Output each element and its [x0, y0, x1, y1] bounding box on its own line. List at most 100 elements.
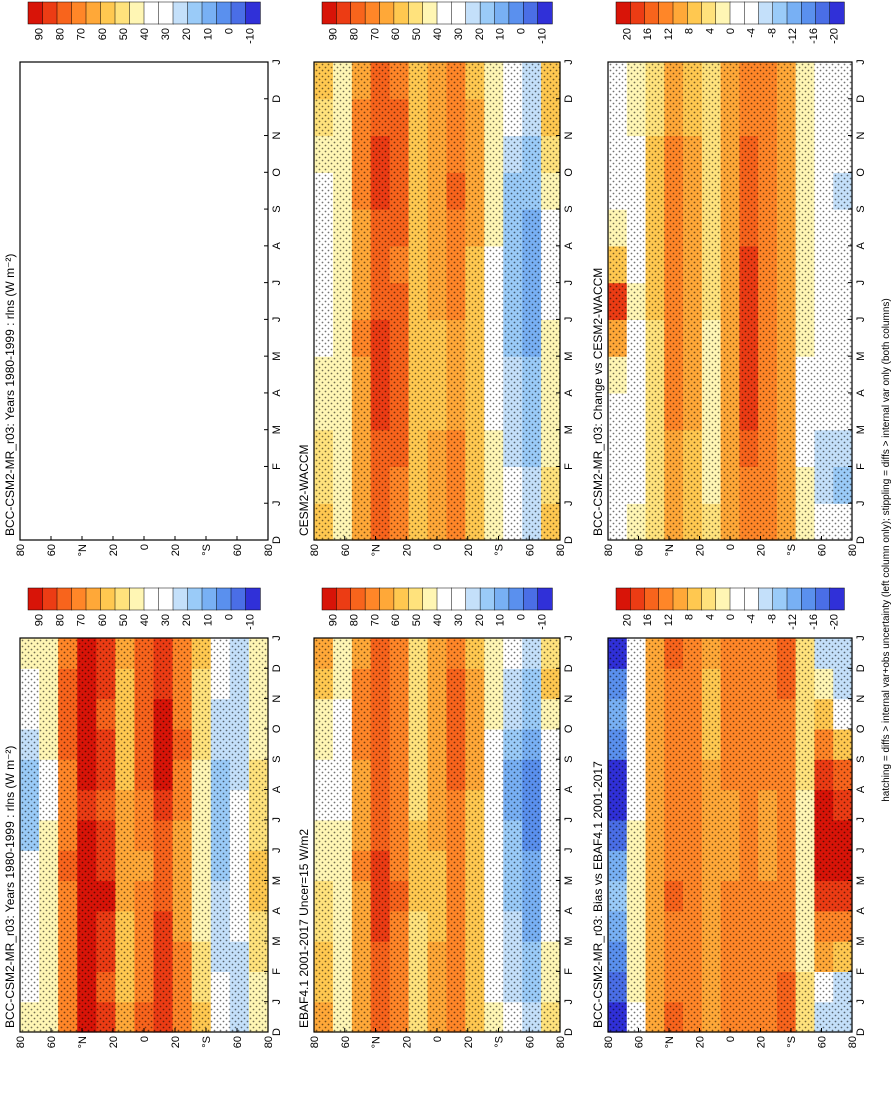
colorbar: 20 16 12 8 4 0 -4 -8 -12 -16 -20 — [615, 1, 845, 44]
colorbar-label: 0 — [223, 614, 235, 620]
colorbar-label: 20 — [474, 614, 486, 626]
colorbar-label: 16 — [642, 28, 654, 40]
month-tick-label: D — [855, 536, 867, 544]
month-tick-label: J — [563, 847, 575, 853]
lat-tick-label: 20 — [695, 544, 707, 556]
stippling-overlay — [608, 638, 852, 1032]
month-tick-label: A — [855, 785, 867, 793]
colorbar-swatch — [494, 1, 510, 25]
lat-tick-label: 80 — [15, 544, 27, 556]
colorbar-swatch — [815, 587, 831, 611]
month-tick-label: D — [563, 536, 575, 544]
colorbar-label: 60 — [390, 614, 402, 626]
month-tick-label: F — [855, 968, 867, 975]
month-tick-label: J — [271, 59, 283, 65]
month-tick-label: S — [855, 205, 867, 212]
colorbar-label: 40 — [432, 28, 444, 40]
colorbar-swatch — [744, 1, 760, 25]
lat-tick-label: 80 — [263, 1036, 275, 1048]
colorbar-swatch — [758, 1, 774, 25]
month-tick-label: F — [855, 463, 867, 470]
colorbar-swatch — [786, 587, 802, 611]
colorbar-label: 20 — [181, 28, 193, 40]
colorbar-label: 50 — [118, 28, 130, 40]
colorbar-swatch — [744, 587, 760, 611]
lat-tick-label: 20 — [463, 1036, 475, 1048]
lat-tick-label: °N — [371, 544, 383, 556]
month-tick-label: A — [271, 389, 283, 397]
lat-tick-label: 0 — [139, 544, 151, 550]
colorbar-swatch — [321, 1, 338, 25]
lat-tick-label: 60 — [46, 544, 58, 556]
lat-tick-label: 80 — [847, 1036, 859, 1048]
colorbar-swatch — [729, 587, 745, 611]
colorbar-swatch — [715, 587, 731, 611]
colorbar-label: 10 — [202, 614, 214, 626]
month-tick-label: M — [271, 876, 283, 885]
month-tick-label: N — [855, 695, 867, 703]
month-tick-label: D — [271, 664, 283, 672]
month-tick-label: D — [563, 1028, 575, 1036]
colorbar-label: 70 — [369, 614, 381, 626]
lat-tick-label: 80 — [15, 1036, 27, 1048]
colorbar-label: 40 — [139, 28, 151, 40]
lat-tick-label: 60 — [524, 1036, 536, 1048]
month-tick-label: M — [563, 352, 575, 361]
lat-tick-label: °S — [786, 544, 798, 556]
colorbar-label: -10 — [245, 28, 257, 44]
footnote: hatching = diffs > internal var+obs unce… — [881, 298, 892, 802]
lat-tick-label: 0 — [139, 1036, 151, 1042]
lat-tick-label: 60 — [634, 544, 646, 556]
panel-title: EBAF4.1 2001-2017 Uncer=15 W/m2 — [297, 829, 311, 1028]
lat-tick-label: 60 — [340, 1036, 352, 1048]
month-tick-label: O — [563, 168, 575, 177]
month-tick-label: J — [271, 317, 283, 323]
lat-tick-label: °N — [77, 1036, 89, 1048]
month-tick-label: J — [563, 999, 575, 1005]
lat-tick-label: 80 — [263, 544, 275, 556]
colorbar-swatch — [772, 1, 788, 25]
month-tick-label: S — [271, 205, 283, 212]
lat-tick-label: 60 — [340, 544, 352, 556]
colorbar-label: -12 — [787, 28, 799, 44]
colorbar-swatch — [71, 587, 87, 611]
month-tick-label: J — [563, 635, 575, 641]
colorbar-label: 10 — [495, 28, 507, 40]
colorbar-swatch — [687, 1, 703, 25]
month-tick-label: A — [855, 241, 867, 249]
colorbar-swatch — [615, 587, 631, 611]
month-tick-label: S — [563, 756, 575, 763]
colorbar-label: 0 — [223, 28, 235, 34]
colorbar-swatch — [27, 587, 44, 611]
colorbar-swatch — [172, 587, 189, 611]
colorbar-swatch — [100, 1, 116, 25]
month-tick-label: J — [563, 280, 575, 286]
colorbar-swatch — [508, 1, 524, 25]
colorbar-label: 80 — [348, 614, 360, 626]
colorbar-label: 4 — [704, 614, 716, 620]
colorbar-swatch — [701, 1, 717, 25]
colorbar: 20 16 12 8 4 0 -4 -8 -12 -16 -20 — [615, 587, 845, 630]
colorbar-swatch — [379, 1, 395, 25]
colorbar-label: 40 — [432, 614, 444, 626]
month-tick-label: J — [855, 817, 867, 823]
colorbar-label: -10 — [537, 614, 549, 630]
lat-tick-label: 80 — [555, 544, 567, 556]
month-tick-label: N — [563, 131, 575, 139]
month-tick-label: J — [855, 635, 867, 641]
lat-tick-label: 60 — [817, 544, 829, 556]
month-tick-label: J — [855, 500, 867, 506]
colorbar-swatch — [350, 587, 366, 611]
colorbar-swatch — [216, 1, 232, 25]
colorbar-swatch — [85, 587, 102, 611]
month-tick-label: D — [855, 95, 867, 103]
month-tick-label: N — [271, 131, 283, 139]
lat-tick-label: °S — [201, 1036, 213, 1048]
colorbar-swatch — [114, 587, 131, 611]
month-tick-label: M — [271, 425, 283, 434]
colorbar-swatch — [436, 587, 453, 611]
colorbar-swatch — [829, 587, 845, 611]
lat-tick-label: 20 — [695, 1036, 707, 1048]
month-tick-label: D — [563, 95, 575, 103]
lat-tick-label: 80 — [309, 544, 321, 556]
